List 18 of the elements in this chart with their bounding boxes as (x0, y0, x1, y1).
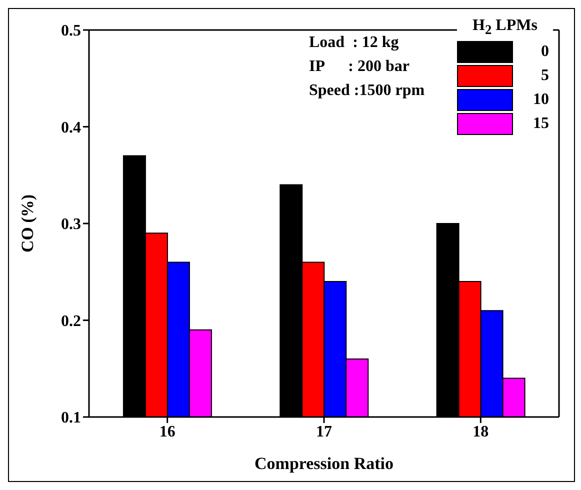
y-tick-label: 0.1 (61, 410, 81, 427)
x-axis-title: Compression Ratio (254, 454, 394, 473)
y-tick-label: 0.2 (61, 312, 81, 330)
legend-label: 0 (540, 43, 549, 62)
y-tick-label: 0.4 (61, 119, 81, 136)
y-axis-title: CO (%) (18, 194, 38, 253)
legend-label: 5 (540, 67, 549, 86)
y-tick-label: 0.3 (61, 216, 81, 234)
annotation: IP : 200 bar (309, 57, 410, 77)
legend-label: 10 (532, 91, 549, 110)
x-tick-label: 16 (159, 423, 176, 440)
annotation: Load : 12 kg (309, 33, 400, 53)
y-tick-label: 0.5 (61, 22, 81, 40)
x-tick-label: 18 (472, 423, 489, 440)
legend-label: 15 (532, 115, 549, 134)
legend-title: H$_{2}$ LPMs (472, 17, 538, 38)
annotation: Speed :1500 rpm (309, 81, 425, 101)
x-tick-label: 17 (316, 423, 332, 440)
